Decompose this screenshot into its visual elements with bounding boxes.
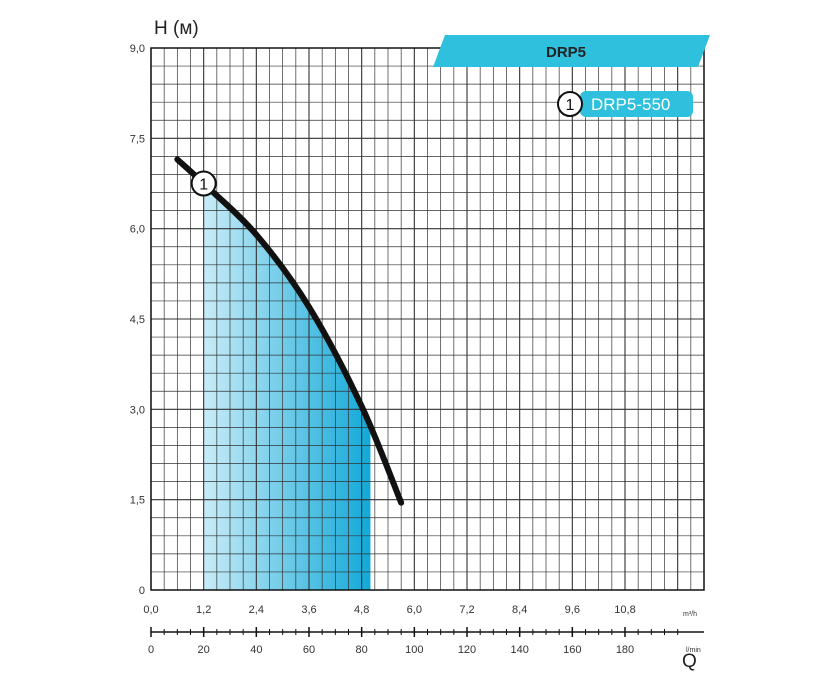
x-tick-label: 3,6 [301, 604, 316, 616]
x2-tick-label: 160 [563, 644, 581, 656]
x-tick-label: 7,2 [459, 604, 474, 616]
x2-tick-label: 40 [250, 644, 262, 656]
curve-marker-label: 1 [199, 177, 208, 194]
y-tick-label: 0 [139, 585, 145, 597]
x-tick-label: 10,8 [614, 604, 635, 616]
x2-tick-label: 180 [616, 644, 634, 656]
x-tick-label: 9,6 [565, 604, 580, 616]
x-tick-label: 1,2 [196, 604, 211, 616]
x2-tick-label: 80 [356, 644, 368, 656]
legend-series-box [580, 91, 693, 117]
y-tick-label: 3,0 [130, 404, 145, 416]
shaded-operating-region [203, 183, 371, 590]
x-tick-label: 4,8 [354, 604, 369, 616]
x2-unit-label: l/min [686, 647, 701, 654]
legend-series-name: DRP5-550 [591, 95, 670, 114]
x2-tick-label: 140 [510, 644, 528, 656]
plot-frame [150, 47, 705, 591]
y-tick-label: 4,5 [130, 314, 145, 326]
x2-tick-label: 60 [303, 644, 315, 656]
x-tick-label: 2,4 [249, 604, 264, 616]
x-tick-label: 0,0 [143, 604, 158, 616]
legend: 1 DRP5-550 [557, 91, 693, 117]
title-banner [433, 35, 710, 67]
x2-tick-label: 20 [198, 644, 210, 656]
x-axis-title: Q [682, 651, 697, 672]
y-tick-label: 7,5 [130, 133, 145, 145]
y-tick-label: 6,0 [130, 224, 145, 236]
legend-marker-label: 1 [566, 97, 575, 114]
chart-title: DRP5 [546, 44, 586, 61]
curve-marker [190, 170, 217, 197]
x-unit-label: m³/h [683, 611, 697, 618]
y-axis-title: H (м) [154, 18, 199, 39]
y-tick-label: 1,5 [130, 495, 145, 507]
x-tick-label: 6,0 [407, 604, 422, 616]
y-tick-label: 9,0 [130, 43, 145, 55]
x2-tick-label: 120 [458, 644, 476, 656]
legend-marker [557, 91, 583, 117]
x-tick-label: 8,4 [512, 604, 527, 616]
x2-tick-label: 100 [405, 644, 423, 656]
x2-tick-label: 0 [148, 644, 154, 656]
